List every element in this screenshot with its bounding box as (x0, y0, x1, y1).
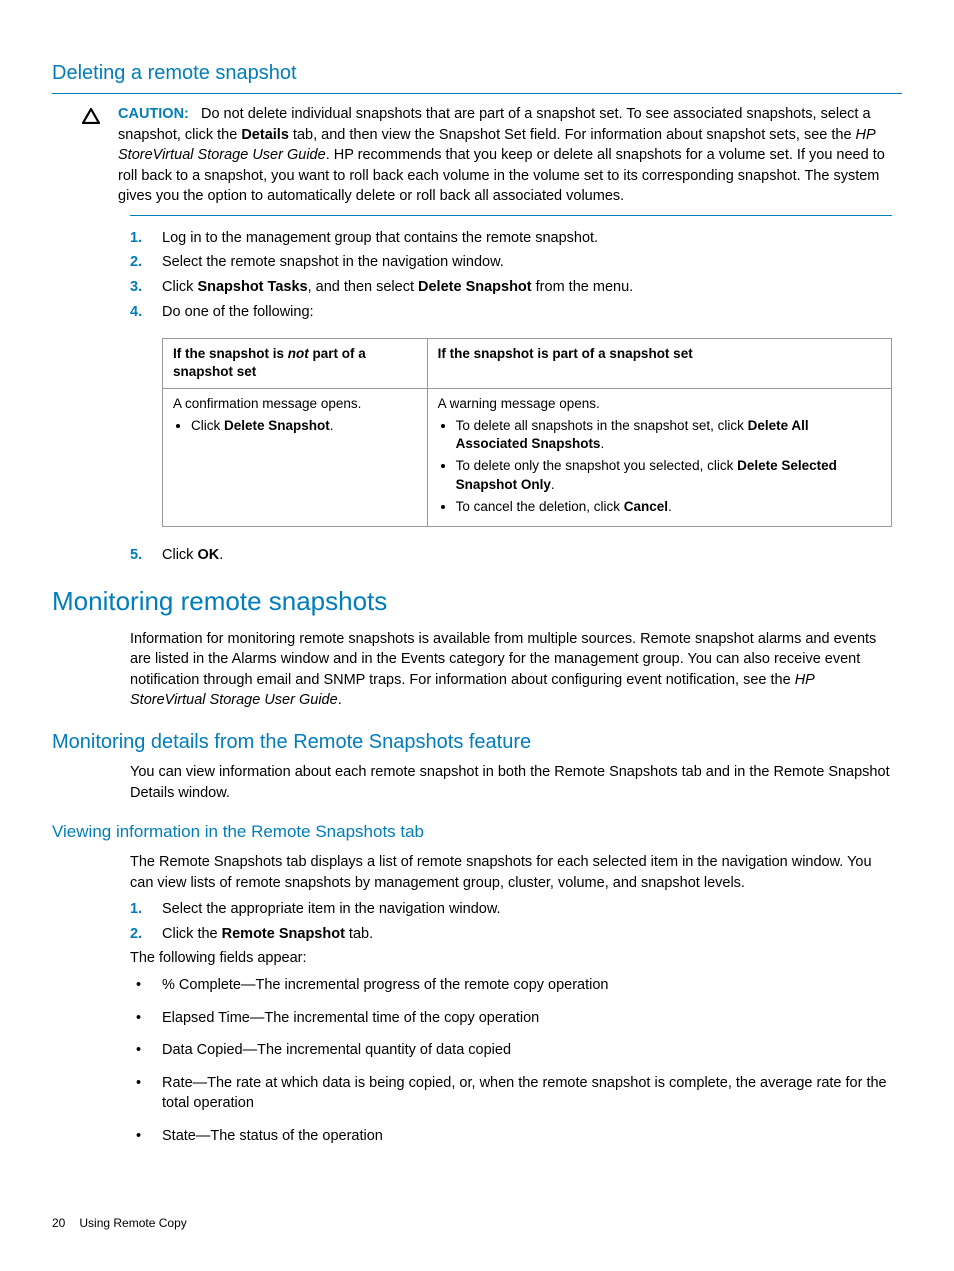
step-text-part: . (219, 547, 223, 563)
bullet-dot: • (130, 1073, 162, 1114)
heading-monitoring-remote-snapshots: Monitoring remote snapshots (52, 584, 902, 619)
table-cell-col2: A warning message opens. To delete all s… (427, 388, 891, 526)
bullet-text: State—The status of the operation (162, 1126, 902, 1147)
para-text: Information for monitoring remote snapsh… (130, 631, 876, 688)
steps-list-viewing: 1. Select the appropriate item in the na… (52, 899, 902, 944)
bullet-text: Elapsed Time—The incremental time of the… (162, 1008, 902, 1029)
bullet-dot: • (130, 975, 162, 996)
step-number: 1. (130, 228, 162, 249)
step-text: Click the Remote Snapshot tab. (162, 924, 902, 945)
paragraph-monitoring-details: You can view information about each remo… (52, 762, 902, 803)
step-5: 5. Click OK. (130, 545, 902, 566)
step-3: 3. Click Snapshot Tasks, and then select… (130, 277, 902, 298)
separator (52, 93, 902, 94)
step-number: 2. (130, 252, 162, 273)
step-number: 1. (130, 899, 162, 920)
step-number: 5. (130, 545, 162, 566)
step-text-part: , and then select (308, 279, 418, 295)
step-text-bold: Delete Snapshot (418, 279, 532, 295)
step-2: 2. Select the remote snapshot in the nav… (130, 252, 902, 273)
step-text-bold: Snapshot Tasks (197, 279, 307, 295)
step-text-part: tab. (345, 926, 373, 942)
step-text-part: Click (162, 279, 197, 295)
step-text-part: Click the (162, 926, 222, 942)
step-text-part: Click (162, 547, 197, 563)
page-footer: 20 Using Remote Copy (52, 1215, 187, 1231)
step-text: Log in to the management group that cont… (162, 228, 902, 249)
caution-bold-details: Details (241, 127, 289, 143)
heading-deleting-remote-snapshot: Deleting a remote snapshot (52, 60, 902, 87)
bullet-dot: • (130, 1126, 162, 1147)
bullet-text: To delete all snapshots in the snapshot … (456, 418, 748, 433)
bullet-text: . (551, 477, 555, 492)
bullet-item: •State—The status of the operation (130, 1126, 902, 1147)
paragraph-monitoring: Information for monitoring remote snapsh… (52, 629, 902, 711)
step-text: Do one of the following: (162, 302, 902, 323)
table-cell-col1: A confirmation message opens. Click Dele… (163, 388, 428, 526)
step-text: Select the appropriate item in the navig… (162, 899, 902, 920)
caution-label: CAUTION: (118, 106, 189, 122)
bullet-text: . (600, 436, 604, 451)
bullet-item: •Rate—The rate at which data is being co… (130, 1073, 902, 1114)
step-text: Click OK. (162, 545, 902, 566)
caution-block: CAUTION: Do not delete individual snapsh… (52, 104, 902, 207)
delete-decision-table: If the snapshot is not part of a snapsho… (52, 338, 902, 527)
table-header-col2: If the snapshot is part of a snapshot se… (427, 339, 891, 388)
bullet-text: To cancel the deletion, click (456, 499, 624, 514)
bullet-text: Data Copied—The incremental quantity of … (162, 1040, 902, 1061)
step-1: 1. Select the appropriate item in the na… (130, 899, 902, 920)
bullet-bold: Delete Snapshot (224, 418, 330, 433)
paragraph-viewing-info: The Remote Snapshots tab displays a list… (52, 852, 902, 893)
bullet-bold: Cancel (624, 499, 668, 514)
step-number: 2. (130, 924, 162, 945)
cell-text: A warning message opens. (438, 395, 881, 413)
heading-monitoring-details: Monitoring details from the Remote Snaps… (52, 729, 902, 756)
para-text: . (338, 692, 342, 708)
steps-list-delete-cont: 5. Click OK. (52, 545, 902, 566)
cell-bullet: To delete only the snapshot you selected… (456, 457, 881, 493)
cell-text: A confirmation message opens. (173, 395, 417, 413)
page-number: 20 (52, 1216, 65, 1230)
bullet-item: •Elapsed Time—The incremental time of th… (130, 1008, 902, 1029)
th-italic: not (288, 346, 309, 361)
bullet-text: Click (191, 418, 224, 433)
step-2: 2. Click the Remote Snapshot tab. (130, 924, 902, 945)
cell-bullet: To cancel the deletion, click Cancel. (456, 498, 881, 516)
th-text: If the snapshot is (173, 346, 288, 361)
bullet-item: •Data Copied—The incremental quantity of… (130, 1040, 902, 1061)
steps-list-delete: 1. Log in to the management group that c… (52, 228, 902, 322)
caution-icon (82, 106, 100, 130)
step-4: 4. Do one of the following: (130, 302, 902, 323)
bullet-dot: • (130, 1040, 162, 1061)
heading-viewing-info-tab: Viewing information in the Remote Snapsh… (52, 821, 902, 844)
separator (130, 215, 892, 216)
bullet-dot: • (130, 1008, 162, 1029)
bullet-text: . (330, 418, 334, 433)
bullet-text: To delete only the snapshot you selected… (456, 458, 737, 473)
step-text-part: from the menu. (532, 279, 634, 295)
step-text-bold: Remote Snapshot (222, 926, 345, 942)
bullet-text: . (668, 499, 672, 514)
paragraph-fields-appear: The following fields appear: (52, 948, 902, 969)
step-number: 3. (130, 277, 162, 298)
chapter-title: Using Remote Copy (79, 1216, 186, 1230)
step-number: 4. (130, 302, 162, 323)
step-text-bold: OK (197, 547, 219, 563)
bullet-text: % Complete—The incremental progress of t… (162, 975, 902, 996)
step-1: 1. Log in to the management group that c… (130, 228, 902, 249)
field-bullets: •% Complete—The incremental progress of … (52, 975, 902, 1146)
cell-bullet: Click Delete Snapshot. (191, 417, 417, 435)
bullet-text: Rate—The rate at which data is being cop… (162, 1073, 902, 1114)
step-text: Select the remote snapshot in the naviga… (162, 252, 902, 273)
step-text: Click Snapshot Tasks, and then select De… (162, 277, 902, 298)
cell-bullet: To delete all snapshots in the snapshot … (456, 417, 881, 453)
caution-text: CAUTION: Do not delete individual snapsh… (118, 104, 892, 207)
bullet-item: •% Complete—The incremental progress of … (130, 975, 902, 996)
caution-body-2: tab, and then view the Snapshot Set fiel… (289, 127, 856, 143)
table-header-col1: If the snapshot is not part of a snapsho… (163, 339, 428, 388)
